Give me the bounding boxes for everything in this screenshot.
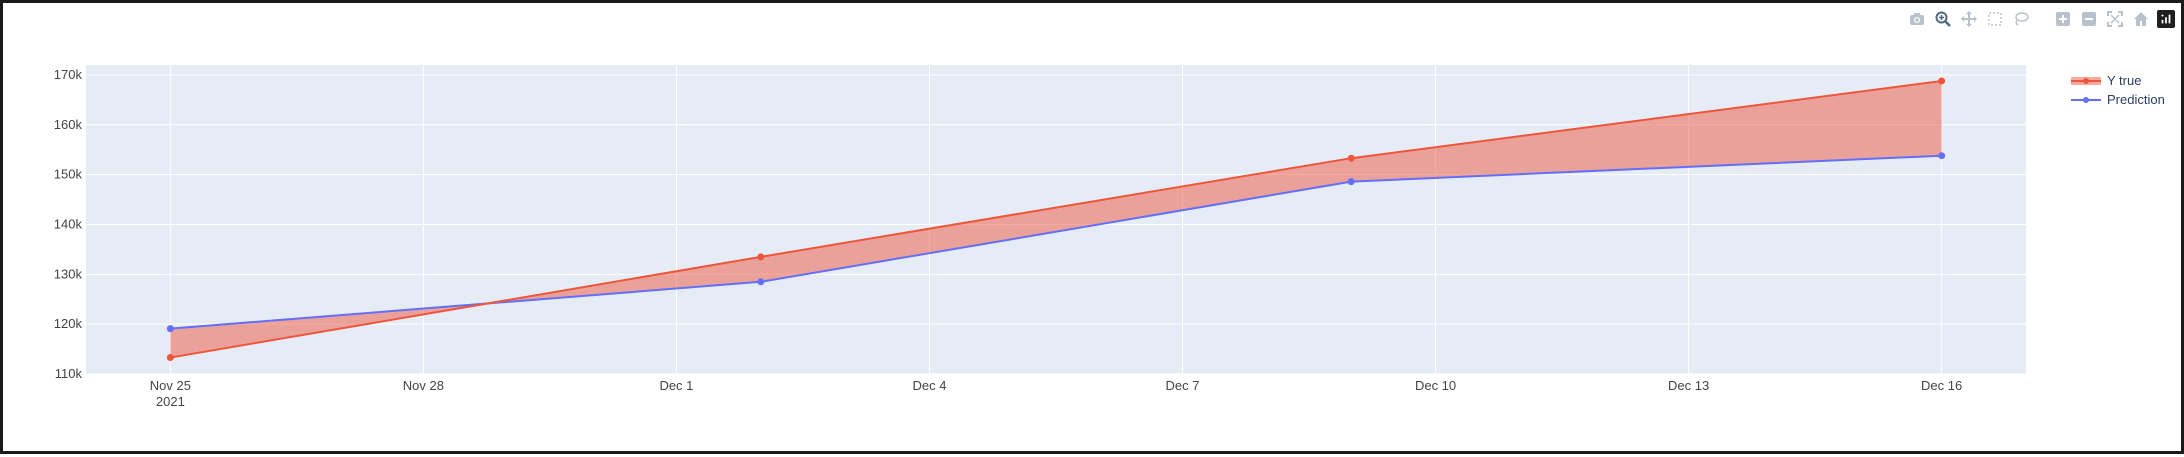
legend-item-0[interactable]: Y true [2071,73,2141,88]
prediction-point-2[interactable] [1347,178,1355,186]
x-tick-label-5: Dec 10 [1415,378,1456,393]
x-tick-label-2: Dec 1 [659,378,693,393]
y-tick-label-4: 150k [54,167,83,182]
prediction-line [170,154,1942,330]
prediction-point-1[interactable] [757,278,765,286]
zoom-icon[interactable] [1933,9,1953,29]
zoom-out-icon[interactable] [2079,9,2099,29]
grid-lines [86,65,2026,375]
prediction-point-3[interactable] [1938,152,1946,160]
fill-area [170,80,1942,358]
y-true-point-0[interactable] [166,354,174,362]
legend-label: Y true [2107,73,2141,88]
legend-item-1[interactable]: Prediction [2071,92,2165,107]
y-true-point-2[interactable] [1347,154,1355,162]
lasso-icon[interactable] [2011,9,2031,29]
fill-between-area [170,80,1942,358]
y-axis-ticks: 110k 120k 130k 140k 150k 160k 170k [54,67,83,381]
legend-swatch-marker [2083,78,2089,84]
autoscale-icon[interactable] [2105,9,2125,29]
reset-axes-icon[interactable] [2131,9,2151,29]
x-tick-label-4: Dec 7 [1166,378,1200,393]
legend-swatch-marker [2083,97,2089,103]
series-lines [170,79,1942,359]
x-tick-label-0: Nov 25 [150,378,191,393]
x-tick-label-3: Dec 4 [912,378,946,393]
x-tick-label-6: Dec 13 [1668,378,1709,393]
legend[interactable]: Y true Prediction [2071,73,2165,107]
y-true-point-3[interactable] [1938,77,1946,85]
y-tick-label-2: 130k [54,266,83,281]
camera-icon[interactable] [1907,9,1927,29]
y-true-point-1[interactable] [757,253,765,261]
x-tick-sublabel-0: 2021 [156,394,185,409]
y-tick-label-3: 140k [54,216,83,231]
y-tick-label-1: 120k [54,316,83,331]
x-tick-label-7: Dec 16 [1921,378,1962,393]
zoom-in-icon[interactable] [2053,9,2073,29]
plotly-logo-icon[interactable] [2157,10,2175,28]
series-points[interactable] [166,77,1946,362]
y-tick-label-6: 170k [54,67,83,82]
y-tick-label-5: 160k [54,117,83,132]
modebar [1907,7,2175,31]
y-tick-label-0: 110k [55,366,83,381]
x-tick-label-1: Nov 28 [403,378,444,393]
prediction-point-0[interactable] [166,325,174,333]
legend-label: Prediction [2107,92,2165,107]
box-select-icon[interactable] [1985,9,2005,29]
y-true-line [170,79,1942,359]
pan-icon[interactable] [1959,9,1979,29]
